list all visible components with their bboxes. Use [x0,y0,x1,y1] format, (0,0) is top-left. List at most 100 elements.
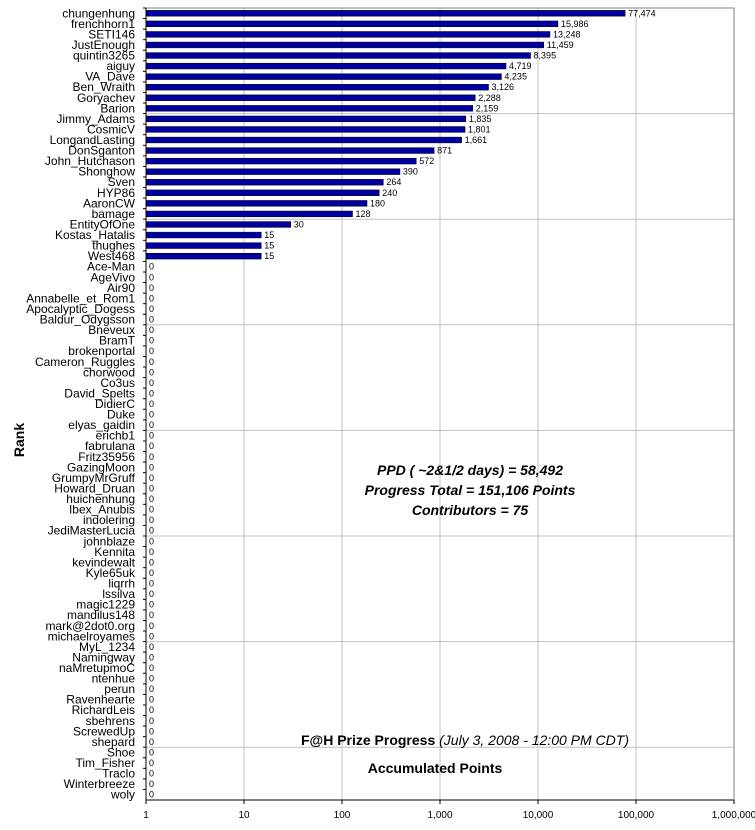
category-label: Co3us [100,376,135,390]
value-label: 2,159 [476,103,499,113]
value-label: 77,474 [628,8,656,18]
category-label: Duke [107,408,135,422]
value-label: 0 [149,568,154,578]
value-label: 0 [149,589,154,599]
category-label: DidierC [95,397,135,411]
category-label: lssilva [102,587,135,601]
value-label: 1,835 [469,114,492,124]
value-label: 180 [370,198,385,208]
bar [145,231,262,239]
value-label: 0 [149,367,154,377]
value-label: 0 [149,547,154,557]
bar [145,136,462,144]
value-label: 4,235 [504,72,527,82]
category-label: Air90 [107,281,135,295]
category-label: chungenhung [62,6,135,20]
category-label: Cameron_Ruggles [35,355,135,369]
category-label: bamage [92,207,136,221]
value-label: 1,801 [468,124,491,134]
value-label: 15,986 [561,19,589,29]
category-label: thughes [92,239,135,253]
value-label: 0 [149,642,154,652]
category-label: woly [110,788,135,802]
value-label: 0 [149,663,154,673]
bar [145,179,384,186]
category-label: elyas_gaidin [68,418,135,432]
value-label: 15 [264,251,274,261]
category-label: AgeVivo [91,270,136,284]
value-label: 0 [149,631,154,641]
bar [145,147,435,154]
chart-title-date: (July 3, 2008 - 12:00 PM CDT) [439,732,629,748]
category-label: West468 [88,249,135,263]
category-label: Goryachev [77,91,135,105]
category-label: huichenhung [66,492,135,506]
category-label: LongandLasting [50,133,135,147]
progress-total-annotation: Progress Total = 151,106 Points [364,482,576,498]
category-label: Sven [108,175,135,189]
value-label: 0 [149,378,154,388]
category-label: CosmicV [87,122,135,136]
category-label: fabrulana [85,439,135,453]
x-tick-label: 10 [238,810,250,821]
value-label: 128 [356,209,371,219]
category-label: SETI146 [88,27,135,41]
category-label: Ibex_Anubis [69,503,135,517]
value-label: 0 [149,779,154,789]
category-label: Apocalyptic_Dogess [26,302,135,316]
chart-subtitle: Accumulated Points [367,760,503,776]
category-label: BramT [99,334,136,348]
value-label: 0 [149,557,154,567]
value-label: 0 [149,515,154,525]
value-label: 0 [149,505,154,515]
category-label: aiguy [106,59,135,73]
category-label: ntenhue [92,672,136,686]
value-label: 0 [149,600,154,610]
value-label: 13,248 [553,29,581,39]
value-label: 0 [149,758,154,768]
category-label: sbehrens [86,714,135,728]
value-label: 871 [437,146,452,156]
category-label: John_Hutchason [45,154,135,168]
category-label: magic1229 [76,598,135,612]
bar [145,84,489,91]
value-label: 3,126 [492,82,515,92]
value-label: 0 [149,526,154,536]
bar [145,200,368,207]
bar [145,115,467,123]
value-label: 0 [149,536,154,546]
category-label: Kennita [94,545,135,559]
bar [145,73,502,80]
category-label: VA_Dave [85,70,135,84]
value-label: 0 [149,325,154,335]
category-label: David_Spelts [64,386,135,400]
category-label: DonSganton [68,144,135,158]
value-label: 15 [264,230,274,240]
value-label: 0 [149,769,154,779]
value-label: 0 [149,747,154,757]
value-label: 0 [149,494,154,504]
bar [145,168,401,175]
category-label: liqrrh [108,577,135,591]
bar [145,242,262,249]
value-label: 0 [149,705,154,715]
value-label: 572 [419,156,434,166]
category-label: JediMasterLucia [48,524,136,538]
bar [145,105,474,112]
category-label: mark@2dot0.org [45,619,135,633]
category-label: Kostas_Hatalis [55,228,135,242]
category-label: Shoe [107,745,135,759]
chart-title: F@H Prize Progress (July 3, 2008 - 12:00… [200,732,730,748]
value-label: 4,719 [509,61,532,71]
value-label: 0 [149,388,154,398]
category-label: AaronCW [83,196,136,210]
category-label: Annabelle_et_Rom1 [26,291,135,305]
category-label: Ben_Wraith [73,80,135,94]
category-label: GazingMoon [67,460,135,474]
x-tick-label: 1 [143,810,149,821]
value-label: 0 [149,346,154,356]
category-label: Winterbreeze [64,777,136,791]
category-label: RichardLeis [72,703,135,717]
category-label: Ace-Man [87,260,135,274]
